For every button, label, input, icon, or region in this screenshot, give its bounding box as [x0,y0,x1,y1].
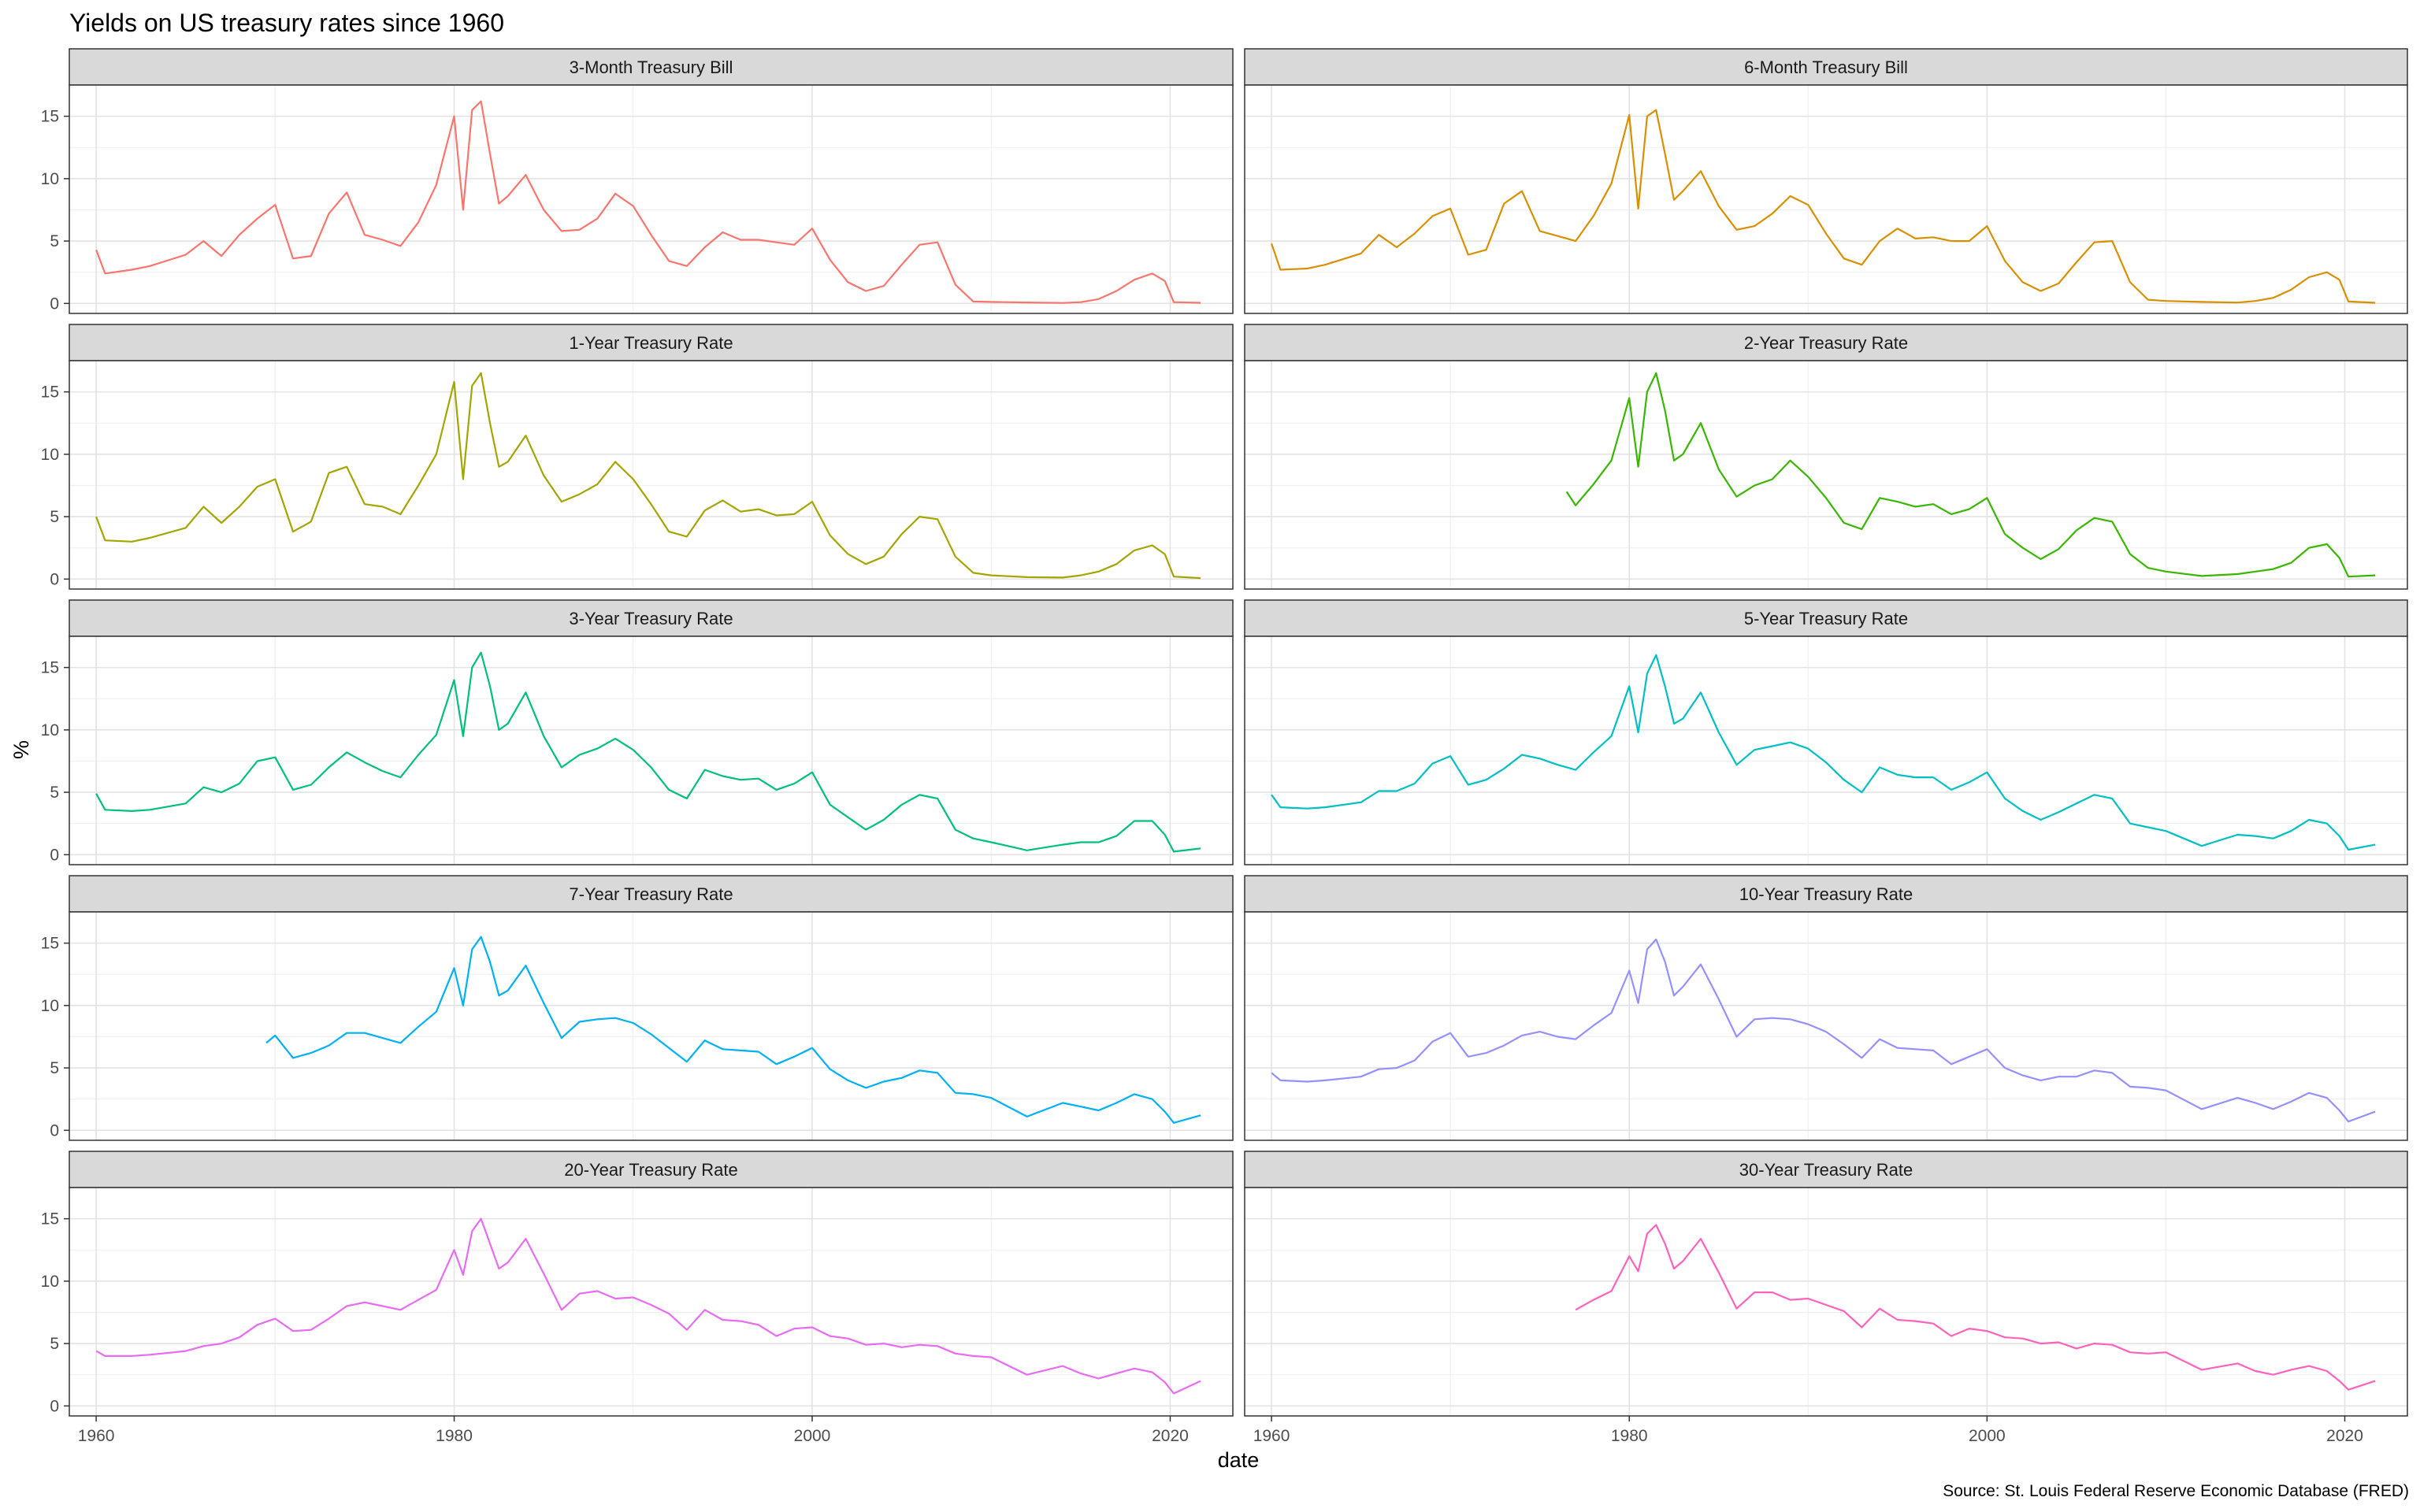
panel-border [1244,911,2408,1141]
y-tick-label: 5 [50,1059,59,1077]
panel-background [69,1188,1233,1416]
facet-strip [69,1151,1234,1188]
facet-panel: 30-Year Treasury Rate 1960 1980 2000 2020 [1244,1151,2408,1445]
facet-strip [69,599,1234,637]
facet-panel: 10-Year Treasury Rate [1244,875,2408,1141]
panel-background [69,636,1233,865]
panel-background [1245,85,2407,313]
x-tick-label: 1980 [436,1427,473,1445]
y-axis-title: % [9,740,33,759]
facet-strip [69,324,1234,361]
y-tick-label: 0 [50,846,59,864]
y-tick-label: 0 [50,295,59,313]
y-tick-label: 10 [41,446,59,464]
facet-strip-label: 3-Month Treasury Bill [570,57,733,77]
facet-strip [1244,875,2408,913]
panel-background [1245,1188,2407,1416]
facet-strip-label: 7-Year Treasury Rate [569,884,733,904]
y-tick-label: 15 [41,659,59,677]
panel-background [1245,912,2407,1140]
y-tick-label: 5 [50,1335,59,1353]
facet-strip [69,48,1234,86]
panel-border [69,636,1234,865]
series-line [1575,1224,2376,1391]
y-tick-label: 0 [50,570,59,588]
facet-panels: 3-Month Treasury Bill 0 5 10 15 6-Month Treas… [41,48,2408,1445]
y-tick-label: 5 [50,508,59,526]
y-tick-label: 15 [41,384,59,402]
y-tick-label: 15 [41,108,59,126]
y-tick-label: 10 [41,997,59,1015]
facet-panel: 7-Year Treasury Rate 0 5 10 15 [41,875,1234,1141]
facet-strip [1244,324,2408,361]
facet-panel: 1-Year Treasury Rate 0 5 10 15 [41,324,1234,590]
panel-background [69,361,1233,589]
series-line [1271,109,2376,304]
chart-title: Yields on US treasury rates since 1960 [69,9,504,37]
y-tick-label: 15 [41,935,59,953]
series-line [1271,654,2376,851]
y-tick-label: 0 [50,1397,59,1415]
facet-strip-label: 2-Year Treasury Rate [1744,333,1908,353]
panel-border [1244,636,2408,865]
facet-strip-label: 10-Year Treasury Rate [1739,884,1913,904]
facet-panel: 3-Year Treasury Rate 0 5 10 15 [41,599,1234,865]
x-tick-label: 2020 [1152,1427,1189,1445]
facet-panel: 6-Month Treasury Bill [1244,48,2408,314]
facet-strip-label: 1-Year Treasury Rate [569,333,733,353]
panel-border [1244,360,2408,590]
facet-strip [1244,1151,2408,1188]
facet-panel: 3-Month Treasury Bill 0 5 10 15 [41,48,1234,314]
panel-border [1244,1187,2408,1417]
y-tick-label: 0 [50,1121,59,1140]
panel-background [69,85,1233,313]
y-tick-label: 10 [41,1273,59,1291]
panel-background [69,912,1233,1140]
series-line [1271,938,2376,1123]
y-tick-label: 10 [41,721,59,739]
x-axis-title: date [1218,1448,1260,1472]
panel-background [1245,636,2407,865]
panel-background [1245,361,2407,589]
series-line [1565,372,2376,578]
panel-border [69,360,1234,590]
panel-border [69,911,1234,1141]
y-tick-label: 5 [50,784,59,802]
facet-panel: 20-Year Treasury Rate 0 5 10 15 1960 1980 2000 2… [41,1151,1234,1445]
facet-strip-label: 20-Year Treasury Rate [564,1160,738,1180]
series-line [95,1217,1201,1395]
panel-border [69,1187,1234,1417]
facet-strip-label: 30-Year Treasury Rate [1739,1160,1913,1180]
facet-panel: 5-Year Treasury Rate [1244,599,2408,865]
series-line [265,936,1201,1124]
panel-border [1244,84,2408,314]
series-line [95,651,1201,853]
y-tick-label: 15 [41,1210,59,1228]
series-line [95,100,1201,304]
x-tick-label: 1960 [78,1427,115,1445]
x-tick-label: 2020 [2326,1427,2363,1445]
x-tick-label: 2000 [794,1427,831,1445]
facet-strip [1244,48,2408,86]
facet-strip-label: 3-Year Treasury Rate [569,609,733,628]
facet-strip [69,875,1234,913]
y-tick-label: 10 [41,170,59,188]
facet-strip-label: 6-Month Treasury Bill [1744,57,1908,77]
x-tick-label: 1960 [1253,1427,1290,1445]
chart-caption: Source: St. Louis Federal Reserve Econom… [1943,1482,2409,1500]
panel-border [69,84,1234,314]
x-tick-label: 2000 [1969,1427,2006,1445]
y-tick-label: 5 [50,232,59,250]
facet-strip-label: 5-Year Treasury Rate [1744,609,1908,628]
facet-panel: 2-Year Treasury Rate [1244,324,2408,590]
series-line [95,372,1201,580]
x-tick-label: 1980 [1611,1427,1648,1445]
